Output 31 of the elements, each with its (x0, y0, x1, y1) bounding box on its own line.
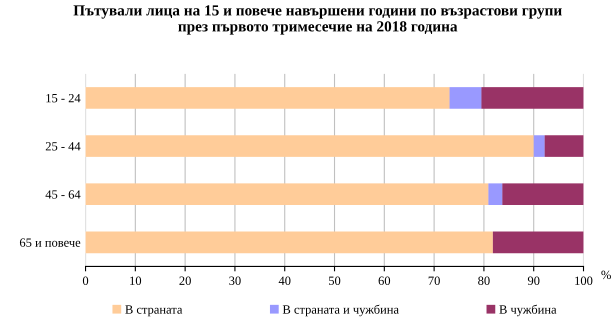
x-tick-label: 90 (528, 276, 540, 285)
bar (86, 87, 450, 109)
y-tick-label: 25 - 44 (46, 142, 80, 151)
x-tick-label: 20 (179, 276, 191, 285)
y-tick-label: 45 - 64 (46, 190, 80, 199)
legend-label: В страната и чужбина (282, 304, 399, 316)
y-tick-label: 15 - 24 (46, 94, 80, 102)
x-tick-label: 10 (130, 276, 142, 285)
x-tick-label: 80 (478, 276, 490, 285)
x-axis-title: % (601, 270, 611, 280)
x-tick-label: 70 (428, 276, 440, 285)
bar (450, 87, 482, 109)
x-tick-label: 0 (82, 276, 88, 285)
y-tick-label: 65 и повече (20, 238, 80, 247)
bar (502, 183, 584, 206)
bar (86, 135, 534, 157)
x-tick-label: 40 (278, 276, 290, 285)
bar (492, 232, 584, 254)
bar (86, 183, 488, 206)
x-tick-label: 100 (575, 276, 592, 285)
legend-label: В страната (125, 305, 182, 316)
x-tick-label: 30 (229, 276, 241, 285)
x-tick-label: 50 (329, 276, 340, 285)
chart-title: Пътували лица на 15 и повече навършени години по възрастови групи през първото тримесечие на 2018 година (74, 5, 562, 35)
bar (488, 183, 502, 206)
x-tick-label: 60 (378, 276, 390, 285)
bar (481, 87, 584, 109)
legend-label: В чужбина (499, 304, 556, 316)
bar (86, 232, 493, 254)
bar (544, 135, 584, 157)
bar (534, 135, 545, 157)
